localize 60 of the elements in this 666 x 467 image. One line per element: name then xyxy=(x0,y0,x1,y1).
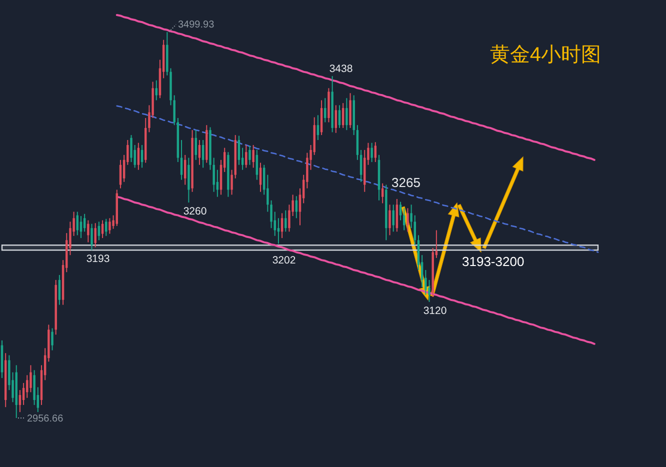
candlestick xyxy=(360,149,362,182)
candlestick xyxy=(399,201,402,221)
candlestick xyxy=(94,222,96,248)
candlestick xyxy=(18,390,22,413)
candlestick xyxy=(284,210,287,232)
candlestick xyxy=(87,220,90,243)
candlestick xyxy=(316,114,320,141)
candlestick xyxy=(83,213,86,232)
annotation: 3202 xyxy=(272,254,296,266)
candlestick xyxy=(90,223,93,251)
candlestick xyxy=(374,142,377,163)
candlestick xyxy=(130,134,132,163)
candlestick xyxy=(388,204,391,236)
candlestick xyxy=(414,214,416,246)
text: 黄金4小时图 xyxy=(490,44,601,66)
candlestick xyxy=(51,328,54,351)
candlestick xyxy=(198,140,201,166)
band-label: 3193-3200 xyxy=(462,254,524,270)
annotation: 3120 xyxy=(423,305,447,317)
candlestick xyxy=(280,212,284,239)
candlestick xyxy=(101,220,104,239)
candlestick xyxy=(212,157,215,192)
candlestick xyxy=(295,196,298,219)
annotation: 2956.66 xyxy=(27,414,64,424)
candlestick xyxy=(58,274,61,306)
candlestick xyxy=(119,159,122,189)
candlestick xyxy=(184,154,186,186)
candlestick xyxy=(98,221,100,241)
candlestick xyxy=(256,149,258,180)
candlestick xyxy=(252,144,254,168)
candlestick xyxy=(245,144,248,168)
candlestick xyxy=(202,140,204,168)
candlestick xyxy=(324,98,326,123)
annotation: 3265 xyxy=(392,175,420,190)
candlestick xyxy=(288,204,290,232)
candlestick xyxy=(392,204,394,232)
candlestick xyxy=(396,198,398,232)
candlestick xyxy=(428,279,430,302)
candlestick xyxy=(334,104,338,134)
candlestick xyxy=(259,162,262,192)
candlestick xyxy=(105,218,108,236)
text: 3499.93 xyxy=(178,20,215,30)
candlestick xyxy=(108,218,111,234)
candlestick xyxy=(238,135,240,166)
candlestick xyxy=(248,145,251,166)
annotation: 3438 xyxy=(329,63,353,75)
candlestick xyxy=(370,142,373,163)
annotation: 3260 xyxy=(183,206,207,218)
candlestick xyxy=(155,80,158,101)
candlestick xyxy=(338,104,341,128)
candlestick xyxy=(270,200,272,229)
candlestick xyxy=(403,208,406,231)
candlestick xyxy=(30,364,32,393)
annotation: 3193 xyxy=(86,253,110,265)
candlestick xyxy=(346,98,348,131)
candlestick xyxy=(80,216,82,239)
candlestick xyxy=(406,208,409,232)
candlestick xyxy=(230,169,233,196)
candlestick xyxy=(173,94,176,126)
candlestick xyxy=(410,204,412,229)
